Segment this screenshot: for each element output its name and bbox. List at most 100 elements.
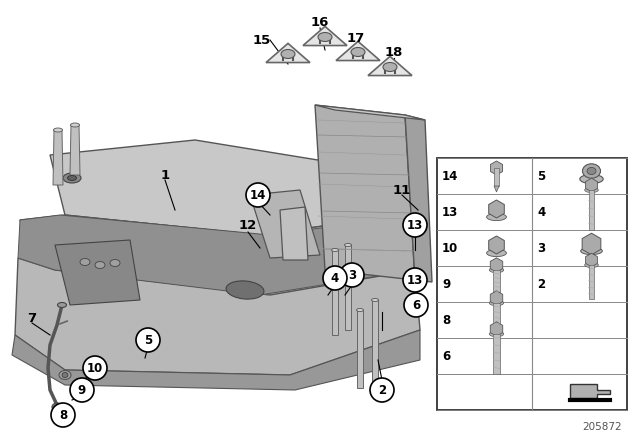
FancyArrowPatch shape [60,321,67,324]
Ellipse shape [63,173,81,183]
Ellipse shape [95,262,105,268]
Text: 10: 10 [87,362,103,375]
Text: 8: 8 [59,409,67,422]
Text: 3: 3 [537,241,545,254]
Text: 5: 5 [144,333,152,346]
Circle shape [323,266,347,290]
Ellipse shape [80,258,90,266]
Polygon shape [303,26,347,46]
Ellipse shape [585,187,598,193]
Polygon shape [368,56,412,76]
Ellipse shape [486,250,506,257]
Polygon shape [315,105,415,280]
Ellipse shape [351,47,365,56]
Ellipse shape [580,247,602,254]
Ellipse shape [344,244,351,246]
Text: 12: 12 [239,219,257,232]
Ellipse shape [54,128,63,132]
Ellipse shape [67,176,77,181]
Ellipse shape [580,175,604,184]
Polygon shape [336,41,380,60]
Polygon shape [15,258,420,375]
Text: 15: 15 [253,34,271,47]
Polygon shape [12,330,420,390]
Circle shape [403,268,427,292]
Polygon shape [50,140,410,235]
Text: 18: 18 [385,46,403,59]
Circle shape [83,356,107,380]
Circle shape [370,378,394,402]
Polygon shape [315,105,425,120]
Ellipse shape [52,403,62,411]
Ellipse shape [582,164,600,178]
Circle shape [404,293,428,317]
Text: 7: 7 [28,311,36,324]
Ellipse shape [281,49,295,59]
Text: 14: 14 [250,189,266,202]
Text: 5: 5 [537,169,545,182]
Ellipse shape [62,372,68,378]
Circle shape [136,328,160,352]
Ellipse shape [383,63,397,72]
Text: 2: 2 [537,277,545,290]
Polygon shape [20,215,415,375]
Text: 9: 9 [442,277,451,290]
Circle shape [246,183,270,207]
Polygon shape [570,384,609,398]
Ellipse shape [59,370,71,379]
Ellipse shape [226,281,264,299]
Text: 9: 9 [78,383,86,396]
Ellipse shape [490,332,504,337]
Polygon shape [589,190,595,230]
Text: 14: 14 [442,169,458,182]
Text: 6: 6 [442,349,451,362]
Polygon shape [250,190,320,258]
Text: 8: 8 [442,314,451,327]
Text: 4: 4 [537,206,545,219]
Text: 6: 6 [412,298,420,311]
Text: 2: 2 [378,383,386,396]
Polygon shape [493,270,500,294]
Polygon shape [266,43,310,63]
Polygon shape [405,115,432,282]
Ellipse shape [587,168,596,175]
Ellipse shape [70,123,79,127]
Polygon shape [357,310,363,388]
Ellipse shape [54,405,60,409]
Circle shape [51,403,75,427]
Polygon shape [55,240,140,305]
Ellipse shape [490,267,504,273]
Circle shape [340,263,364,287]
Text: 13: 13 [407,273,423,287]
Text: 1: 1 [161,168,170,181]
Text: 4: 4 [331,271,339,284]
Polygon shape [18,215,415,295]
Ellipse shape [490,300,504,306]
Polygon shape [280,207,308,260]
Ellipse shape [356,309,364,311]
Text: 3: 3 [348,268,356,281]
Text: 205872: 205872 [582,422,622,432]
Polygon shape [345,245,351,330]
Circle shape [70,378,94,402]
Ellipse shape [486,213,506,220]
Text: 10: 10 [442,241,458,254]
Polygon shape [589,265,595,299]
Circle shape [403,213,427,237]
Ellipse shape [371,298,378,302]
Polygon shape [53,130,63,185]
Text: 16: 16 [311,16,329,29]
Polygon shape [493,334,500,374]
Ellipse shape [318,33,332,42]
Polygon shape [494,186,499,192]
Polygon shape [332,250,338,335]
Ellipse shape [58,302,67,307]
Polygon shape [493,303,500,333]
Polygon shape [437,158,627,410]
Polygon shape [494,168,499,186]
Text: 17: 17 [347,31,365,44]
Polygon shape [372,300,378,385]
Text: 13: 13 [442,206,458,219]
Text: 13: 13 [407,219,423,232]
Polygon shape [70,125,80,175]
